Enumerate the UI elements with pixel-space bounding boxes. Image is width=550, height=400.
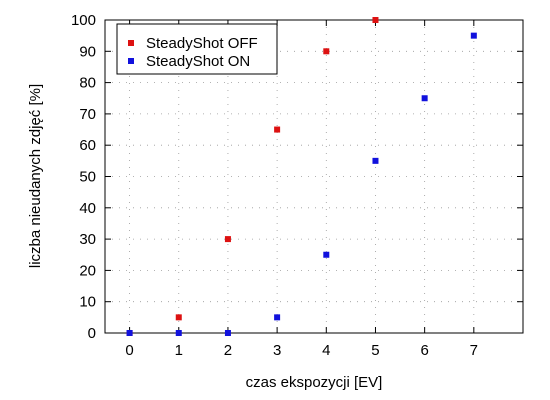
data-point <box>224 330 231 336</box>
y-axis-label: liczba nieudanych zdjęć [%] <box>27 84 44 268</box>
y-tick-label: 30 <box>79 231 96 248</box>
data-point <box>323 251 330 258</box>
x-tick-label: 7 <box>470 342 478 359</box>
legend-marker <box>128 40 134 46</box>
y-tick-label: 40 <box>79 200 96 217</box>
y-tick-label: 90 <box>79 43 96 60</box>
data-point <box>323 48 330 55</box>
legend-label: SteadyShot ON <box>146 53 250 70</box>
data-point <box>175 330 182 336</box>
x-tick-label: 6 <box>420 342 428 359</box>
data-point <box>175 314 182 321</box>
y-tick-label: 70 <box>79 106 96 123</box>
data-points <box>126 17 477 336</box>
y-tick-label: 80 <box>79 75 96 92</box>
x-tick-label: 2 <box>224 342 232 359</box>
y-tick-label: 100 <box>71 12 96 29</box>
x-tick-label: 4 <box>322 342 330 359</box>
y-tick-label: 10 <box>79 294 96 311</box>
y-tick-label: 60 <box>79 137 96 154</box>
data-point <box>470 32 477 39</box>
x-tick-label: 0 <box>125 342 133 359</box>
x-tick-label: 1 <box>175 342 183 359</box>
data-point <box>372 17 379 23</box>
data-point <box>421 95 428 102</box>
y-tick-label: 50 <box>79 169 96 186</box>
axes: 0 10 20 30 40 50 60 70 80 90 100 0 1 2 3 4 5 6 7 <box>71 12 523 359</box>
y-tick-label: 20 <box>79 262 96 279</box>
legend-box <box>116 23 278 75</box>
data-point <box>372 157 379 164</box>
legend-marker <box>128 58 134 64</box>
data-point <box>274 314 281 321</box>
y-tick-label: 0 <box>88 325 96 342</box>
x-tick-label: 5 <box>371 342 379 359</box>
x-tick-label: 3 <box>273 342 281 359</box>
data-point <box>274 126 281 133</box>
legend-label: SteadyShot OFF <box>146 35 258 52</box>
data-point <box>224 236 231 243</box>
data-point <box>126 330 133 336</box>
x-axis-label: czas ekspozycji [EV] <box>246 374 383 391</box>
